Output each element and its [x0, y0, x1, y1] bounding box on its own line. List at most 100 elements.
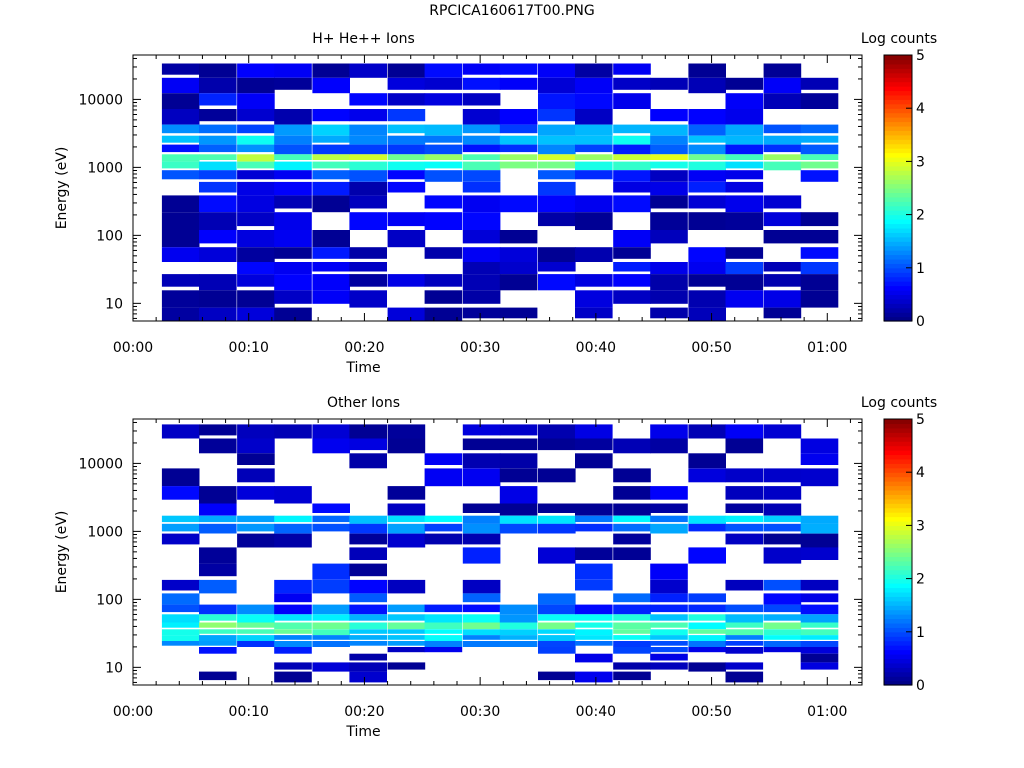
x-axis-label: Time — [345, 724, 380, 740]
heatmap-cell — [725, 503, 764, 513]
heatmap-cell — [161, 154, 200, 162]
heatmap-cell — [575, 671, 613, 683]
colorbar-segment — [884, 441, 912, 447]
heatmap-cell — [237, 533, 275, 548]
x-tick-label: 00:20 — [344, 340, 384, 356]
heatmap-cell — [763, 629, 802, 636]
heatmap-cell — [499, 486, 538, 504]
heatmap-cell — [199, 247, 237, 262]
heatmap-cell — [312, 290, 350, 304]
heatmap-cell — [199, 563, 237, 577]
heatmap-cell — [499, 307, 538, 319]
heatmap-cell — [575, 307, 613, 319]
heatmap-cell — [499, 161, 538, 169]
heatmap-cell — [763, 579, 802, 591]
colorbar-segment — [884, 591, 912, 597]
heatmap-cell — [237, 181, 275, 196]
colorbar-segment — [884, 63, 912, 69]
heatmap-cell — [650, 274, 688, 291]
colorbar-segment — [884, 281, 912, 287]
heatmap-cell — [650, 614, 688, 621]
colorbar-segment — [884, 583, 912, 589]
heatmap-cell — [575, 124, 613, 136]
heatmap-cell — [650, 230, 688, 244]
colorbar-segment — [884, 645, 912, 651]
colorbar-tick-label: 3 — [916, 518, 925, 534]
heatmap-cell — [650, 662, 688, 670]
heatmap-cell — [800, 93, 839, 109]
heatmap-cell — [650, 523, 688, 534]
heatmap-cell — [613, 77, 651, 90]
heatmap-cell — [650, 124, 688, 136]
heatmap-cell — [274, 515, 312, 523]
heatmap-cell — [161, 77, 200, 94]
colorbar-tick-label: 0 — [916, 314, 925, 330]
heatmap-cell — [462, 635, 501, 640]
heatmap-cell — [387, 533, 426, 548]
heatmap-cell — [763, 547, 802, 564]
heatmap-cell — [688, 515, 726, 524]
heatmap-cell — [387, 579, 426, 594]
heatmap-cell — [387, 144, 426, 155]
colorbar-segment — [884, 529, 912, 535]
heatmap-cell — [763, 503, 802, 516]
heatmap-cell — [763, 161, 802, 171]
heatmap-cell — [763, 614, 802, 621]
colorbar-segment — [884, 289, 912, 295]
heatmap-cell — [688, 195, 726, 209]
heatmap-cell — [312, 63, 350, 78]
heatmap-cell — [462, 579, 501, 594]
heatmap-cell — [161, 212, 200, 230]
heatmap-cell — [575, 290, 613, 308]
heatmap-cell — [725, 144, 764, 155]
heatmap-cell — [688, 424, 726, 439]
y-tick-label: 1000 — [87, 160, 123, 176]
panel-other-ions: Other Ions 00:00 00:10 00:20 00:30 00:40 00:50… — [54, 395, 937, 740]
colorbar-segment — [884, 587, 912, 593]
heatmap-cell — [274, 635, 312, 640]
colorbar-segment — [884, 458, 912, 464]
heatmap-cell — [575, 161, 613, 171]
colorbar-segment — [884, 192, 912, 198]
panel-title: Other Ions — [327, 395, 400, 411]
heatmap-cell — [462, 144, 501, 153]
heatmap-cell — [312, 604, 350, 615]
heatmap-cell — [575, 641, 613, 646]
heatmap-cell — [349, 109, 387, 122]
heatmap-cell — [312, 109, 350, 122]
heatmap-cell — [613, 468, 651, 483]
heatmap-cell — [499, 77, 538, 90]
heatmap-cell — [725, 93, 764, 109]
heatmap-cell — [274, 181, 312, 196]
heatmap-cell — [424, 170, 463, 182]
y-tick-label: 1000 — [87, 524, 123, 540]
heatmap-cell — [575, 274, 613, 287]
colorbar-segment — [884, 214, 912, 220]
colorbar-segment — [884, 419, 912, 425]
colorbar-segment — [884, 250, 912, 256]
heatmap-cell — [462, 523, 501, 534]
heatmap-cell — [312, 230, 350, 248]
y-axis: 10 100 1000 10000 Energy (eV) — [54, 421, 862, 683]
heatmap-cell — [725, 438, 764, 454]
heatmap-cell — [763, 635, 802, 640]
heatmap-cell — [613, 262, 651, 272]
heatmap-cell — [424, 614, 463, 623]
heatmap-cell — [538, 170, 576, 180]
heatmap-cell — [237, 212, 275, 227]
heatmap-cell — [349, 622, 387, 630]
x-axis-label: Time — [345, 360, 380, 376]
heatmap-cell — [387, 622, 426, 630]
heatmap-cell — [237, 629, 275, 634]
heatmap-cell — [161, 468, 200, 487]
x-tick-label: 00:10 — [229, 340, 269, 356]
heatmap-cell — [424, 453, 463, 465]
heatmap-cell — [650, 515, 688, 523]
heatmap-cell — [800, 290, 839, 308]
heatmap-cell — [349, 523, 387, 534]
colorbar-segment — [884, 117, 912, 123]
heatmap-cell — [424, 533, 463, 545]
colorbar-segment — [884, 139, 912, 145]
heatmap-cell — [725, 604, 764, 613]
